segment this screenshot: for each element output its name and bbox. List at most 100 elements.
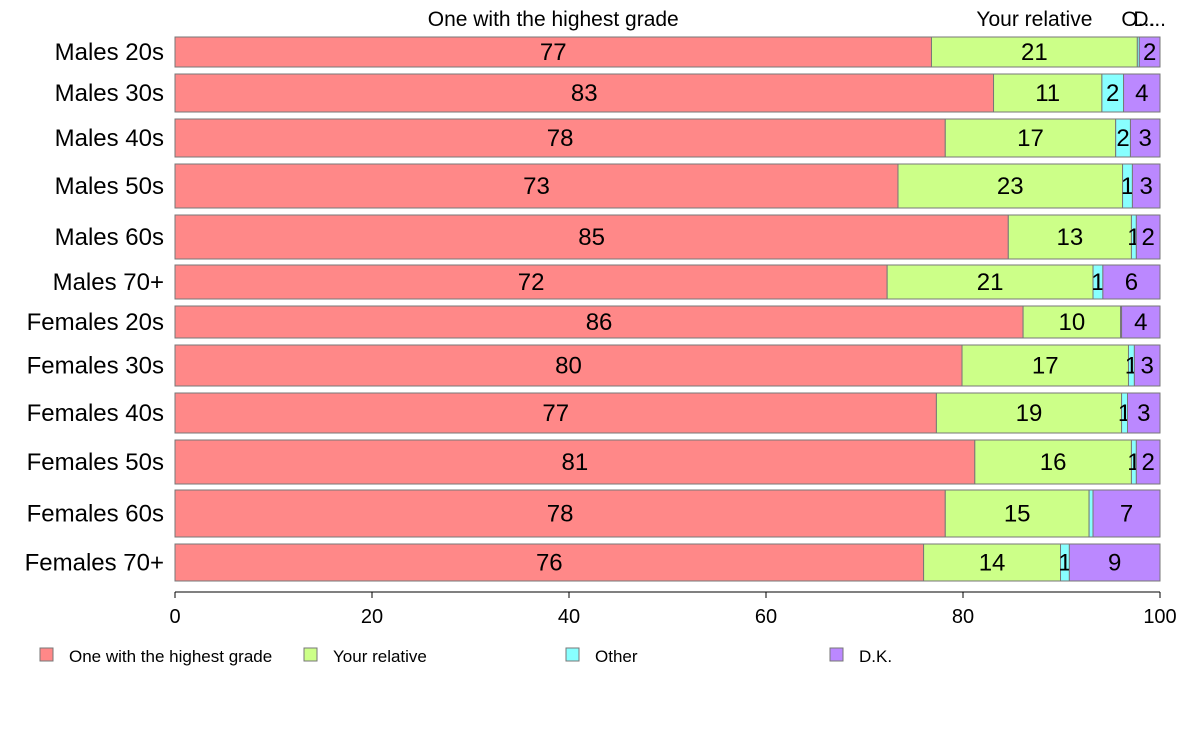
data-label: 2 [1143,39,1156,66]
data-label: 15 [1004,501,1031,528]
data-label: 86 [586,309,613,336]
category-label-females-40s: Females 40s [27,400,164,427]
x-tick-label: 60 [755,606,777,628]
bar-segment-d-k [1121,305,1161,339]
data-label: 2 [1106,80,1119,107]
data-label: 80 [555,353,582,380]
top-labels-group: One with the highest grade Your relative O… [428,8,1166,31]
category-label-males-30s: Males 30s [55,80,164,107]
bar-segment-one-with-the-highest-grade [174,543,925,582]
bar-segment-your-relative [974,439,1132,485]
bar-segment-your-relative [1007,214,1132,260]
data-label: 73 [523,173,550,200]
bar-segment-d-k [1102,264,1161,300]
bar-segment-your-relative [930,36,1138,68]
data-label: 77 [542,400,569,427]
category-label-females-50s: Females 50s [27,449,164,476]
data-label: 3 [1140,173,1153,200]
top-label-other: O... [1121,8,1155,31]
data-label: 77 [540,39,567,66]
category-label-females-20s: Females 20s [27,309,164,336]
bar-segment-one-with-the-highest-grade [174,392,937,434]
bar-segment-one-with-the-highest-grade [174,305,1024,339]
data-label: 78 [547,125,574,152]
data-label: 4 [1135,80,1148,107]
bar-segment-d-k [1133,344,1161,387]
bar-segment-one-with-the-highest-grade [174,36,932,68]
bar-segment-d-k [1092,489,1161,538]
data-label: 13 [1057,224,1084,251]
category-label-females-70: Females 70+ [25,550,164,577]
x-tick-label: 100 [1143,606,1176,628]
category-label-males-70: Males 70+ [53,269,164,296]
bar-segment-your-relative [961,344,1129,387]
bar-segment-d-k [1135,214,1161,260]
bar-segment-one-with-the-highest-grade [174,489,946,538]
bar-segment-d-k [1123,73,1161,113]
category-label-males-40s: Males 40s [55,125,164,152]
data-label: 9 [1108,550,1121,577]
bar-segment-d-k [1138,36,1161,68]
bar-segment-your-relative [993,73,1103,113]
category-label-males-50s: Males 50s [55,173,164,200]
top-label-one-with-the-highest-grade: One with the highest grade [428,8,679,31]
data-label: 14 [979,550,1006,577]
x-tick-label: 0 [169,606,180,628]
data-label: 1 [1058,550,1071,577]
x-axis: 0 20 40 60 80 100 [169,591,1177,628]
bar-segment-your-relative [944,118,1117,158]
data-label: 78 [547,501,574,528]
data-label: 2 [1142,449,1155,476]
data-label: 76 [536,550,563,577]
data-label: 10 [1058,309,1085,336]
bar-segment-one-with-the-highest-grade [174,344,963,387]
bar-segment-one-with-the-highest-grade [174,214,1009,260]
legend-swatch-your-relative [303,647,318,662]
bar-segment-one-with-the-highest-grade [174,264,888,300]
bar-segment-your-relative [923,543,1062,582]
category-label-females-60s: Females 60s [27,501,164,528]
data-label: 83 [571,80,598,107]
data-label: 85 [578,224,605,251]
legend-swatch-other [565,647,580,662]
bar-segment-d-k [1135,439,1161,485]
legend-label-other: Other [595,647,638,666]
bar-segment-d-k [1129,118,1161,158]
data-label: 3 [1141,353,1154,380]
bar-segment-one-with-the-highest-grade [174,163,899,209]
data-label: 3 [1139,125,1152,152]
bars-group: 77 21 283 11 2 478 17 2 373 23 1 385 13 1 272 21 1 686 10 4… [174,36,1161,582]
data-label: 72 [518,269,545,296]
data-label: 23 [997,173,1024,200]
legend: One with the highest grade Your relative O… [39,647,892,666]
bar-segment-your-relative [1022,305,1122,339]
top-label-d-k: D... [1133,8,1166,31]
x-tick-label: 20 [361,606,383,628]
data-label: 7 [1120,501,1133,528]
category-labels-group: Males 20s Males 30s Males 40s Males 50s Male… [25,39,164,577]
data-label: 21 [1021,39,1048,66]
data-label: 2 [1116,125,1129,152]
x-tick-label: 80 [952,606,974,628]
legend-label-your-relative: Your relative [333,647,427,666]
category-label-females-30s: Females 30s [27,353,164,380]
bar-segment-d-k [1126,392,1161,434]
bar-segment-d-k [1131,163,1161,209]
data-label: 21 [977,269,1004,296]
data-label: 17 [1032,353,1059,380]
data-label: 11 [1035,80,1060,107]
bar-segment-your-relative [935,392,1123,434]
data-label: 19 [1016,400,1043,427]
category-label-males-60s: Males 60s [55,224,164,251]
legend-label-one-with-the-highest-grade: One with the highest grade [69,647,272,666]
data-label: 4 [1134,309,1147,336]
bar-segment-d-k [1068,543,1161,582]
data-label: 2 [1142,224,1155,251]
bar-segment-one-with-the-highest-grade [174,439,976,485]
bar-segment-other [1088,489,1094,538]
bar-segment-your-relative [886,264,1094,300]
legend-swatch-d-k [829,647,844,662]
data-label: 6 [1125,269,1138,296]
legend-label-d-k: D.K. [859,647,892,666]
bar-segment-your-relative [897,163,1124,209]
